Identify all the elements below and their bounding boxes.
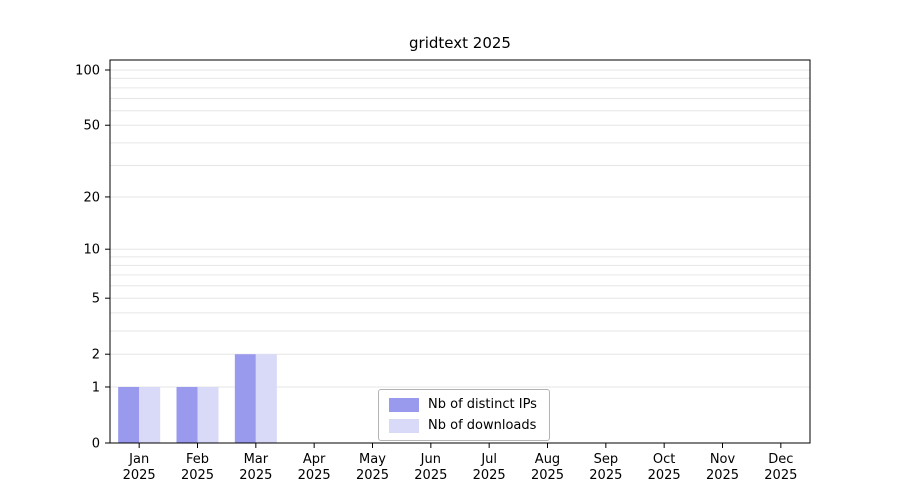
bar-downloads	[197, 386, 219, 443]
legend-item-downloads: Nb of downloads	[389, 418, 537, 433]
x-tick-label: Sep 2025	[589, 452, 622, 483]
y-tick-label: 1	[92, 380, 100, 395]
y-tick-label: 10	[83, 243, 100, 258]
plot-frame	[109, 59, 811, 444]
y-tick-label: 20	[83, 190, 100, 205]
x-tick-label: Jan 2025	[123, 452, 156, 483]
x-tick-label: Feb 2025	[181, 452, 214, 483]
y-tick-label: 0	[92, 437, 100, 452]
x-tick-label: Jun 2025	[414, 452, 447, 483]
bar-downloads	[139, 386, 161, 443]
legend: Nb of distinct IPs Nb of downloads	[378, 389, 550, 441]
y-tick-label: 5	[92, 292, 100, 307]
x-tick-label: Aug 2025	[531, 452, 564, 483]
x-tick-label: Mar 2025	[239, 452, 272, 483]
x-tick-label: Apr 2025	[298, 452, 331, 483]
x-tick-label: Oct 2025	[648, 452, 681, 483]
legend-item-distinct-ips: Nb of distinct IPs	[389, 397, 537, 412]
y-tick-label: 100	[75, 64, 100, 79]
x-tick-label: May 2025	[356, 452, 389, 483]
x-tick-label: Jul 2025	[473, 452, 506, 483]
legend-label-downloads: Nb of downloads	[428, 418, 537, 433]
bar-distinct-ips	[176, 386, 198, 443]
bar-distinct-ips	[118, 386, 140, 443]
y-tick-label: 50	[83, 119, 100, 134]
legend-swatch-distinct-ips	[389, 397, 419, 412]
bar-downloads	[255, 354, 277, 443]
bar-distinct-ips	[234, 354, 256, 443]
x-tick-label: Nov 2025	[706, 452, 739, 483]
x-tick-label: Dec 2025	[764, 452, 797, 483]
legend-label-distinct-ips: Nb of distinct IPs	[428, 397, 537, 412]
chart-title: gridtext 2025	[409, 34, 511, 52]
legend-swatch-downloads	[389, 418, 419, 433]
y-tick-label: 2	[92, 348, 100, 363]
